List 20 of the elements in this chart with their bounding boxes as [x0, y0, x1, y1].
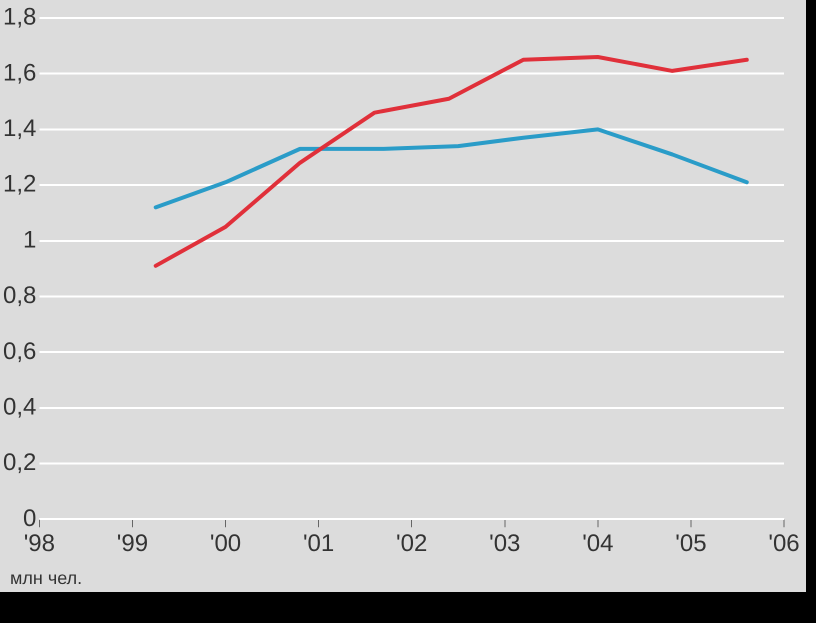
y-tick-label: 1,4 — [2, 115, 36, 142]
x-tick-label: '03 — [489, 530, 520, 558]
y-tick-label: 0,2 — [2, 449, 36, 476]
x-tick-label: '02 — [396, 530, 428, 558]
text: млн чел. — [10, 568, 82, 588]
x-tick-label: '06 — [768, 530, 800, 558]
y-tick-label: 0,6 — [2, 338, 36, 365]
x-tick-label: '98 — [24, 530, 56, 558]
y-tick-label: 0,4 — [2, 393, 36, 420]
y-tick-label: 1,6 — [2, 59, 36, 86]
x-tick-label: '99 — [116, 530, 148, 558]
y-tick-label: 1,2 — [2, 170, 36, 198]
x-tick-label: '05 — [675, 530, 707, 558]
y-tick-label: 0,8 — [2, 282, 36, 310]
x-tick-label: '04 — [582, 530, 614, 558]
y-tick-label: 0 — [23, 504, 36, 532]
y-tick-label: 1,8 — [2, 4, 36, 31]
y-tick-label: 1 — [23, 226, 36, 254]
x-tick-label: '01 — [302, 530, 334, 558]
x-tick-label: '00 — [210, 530, 242, 558]
